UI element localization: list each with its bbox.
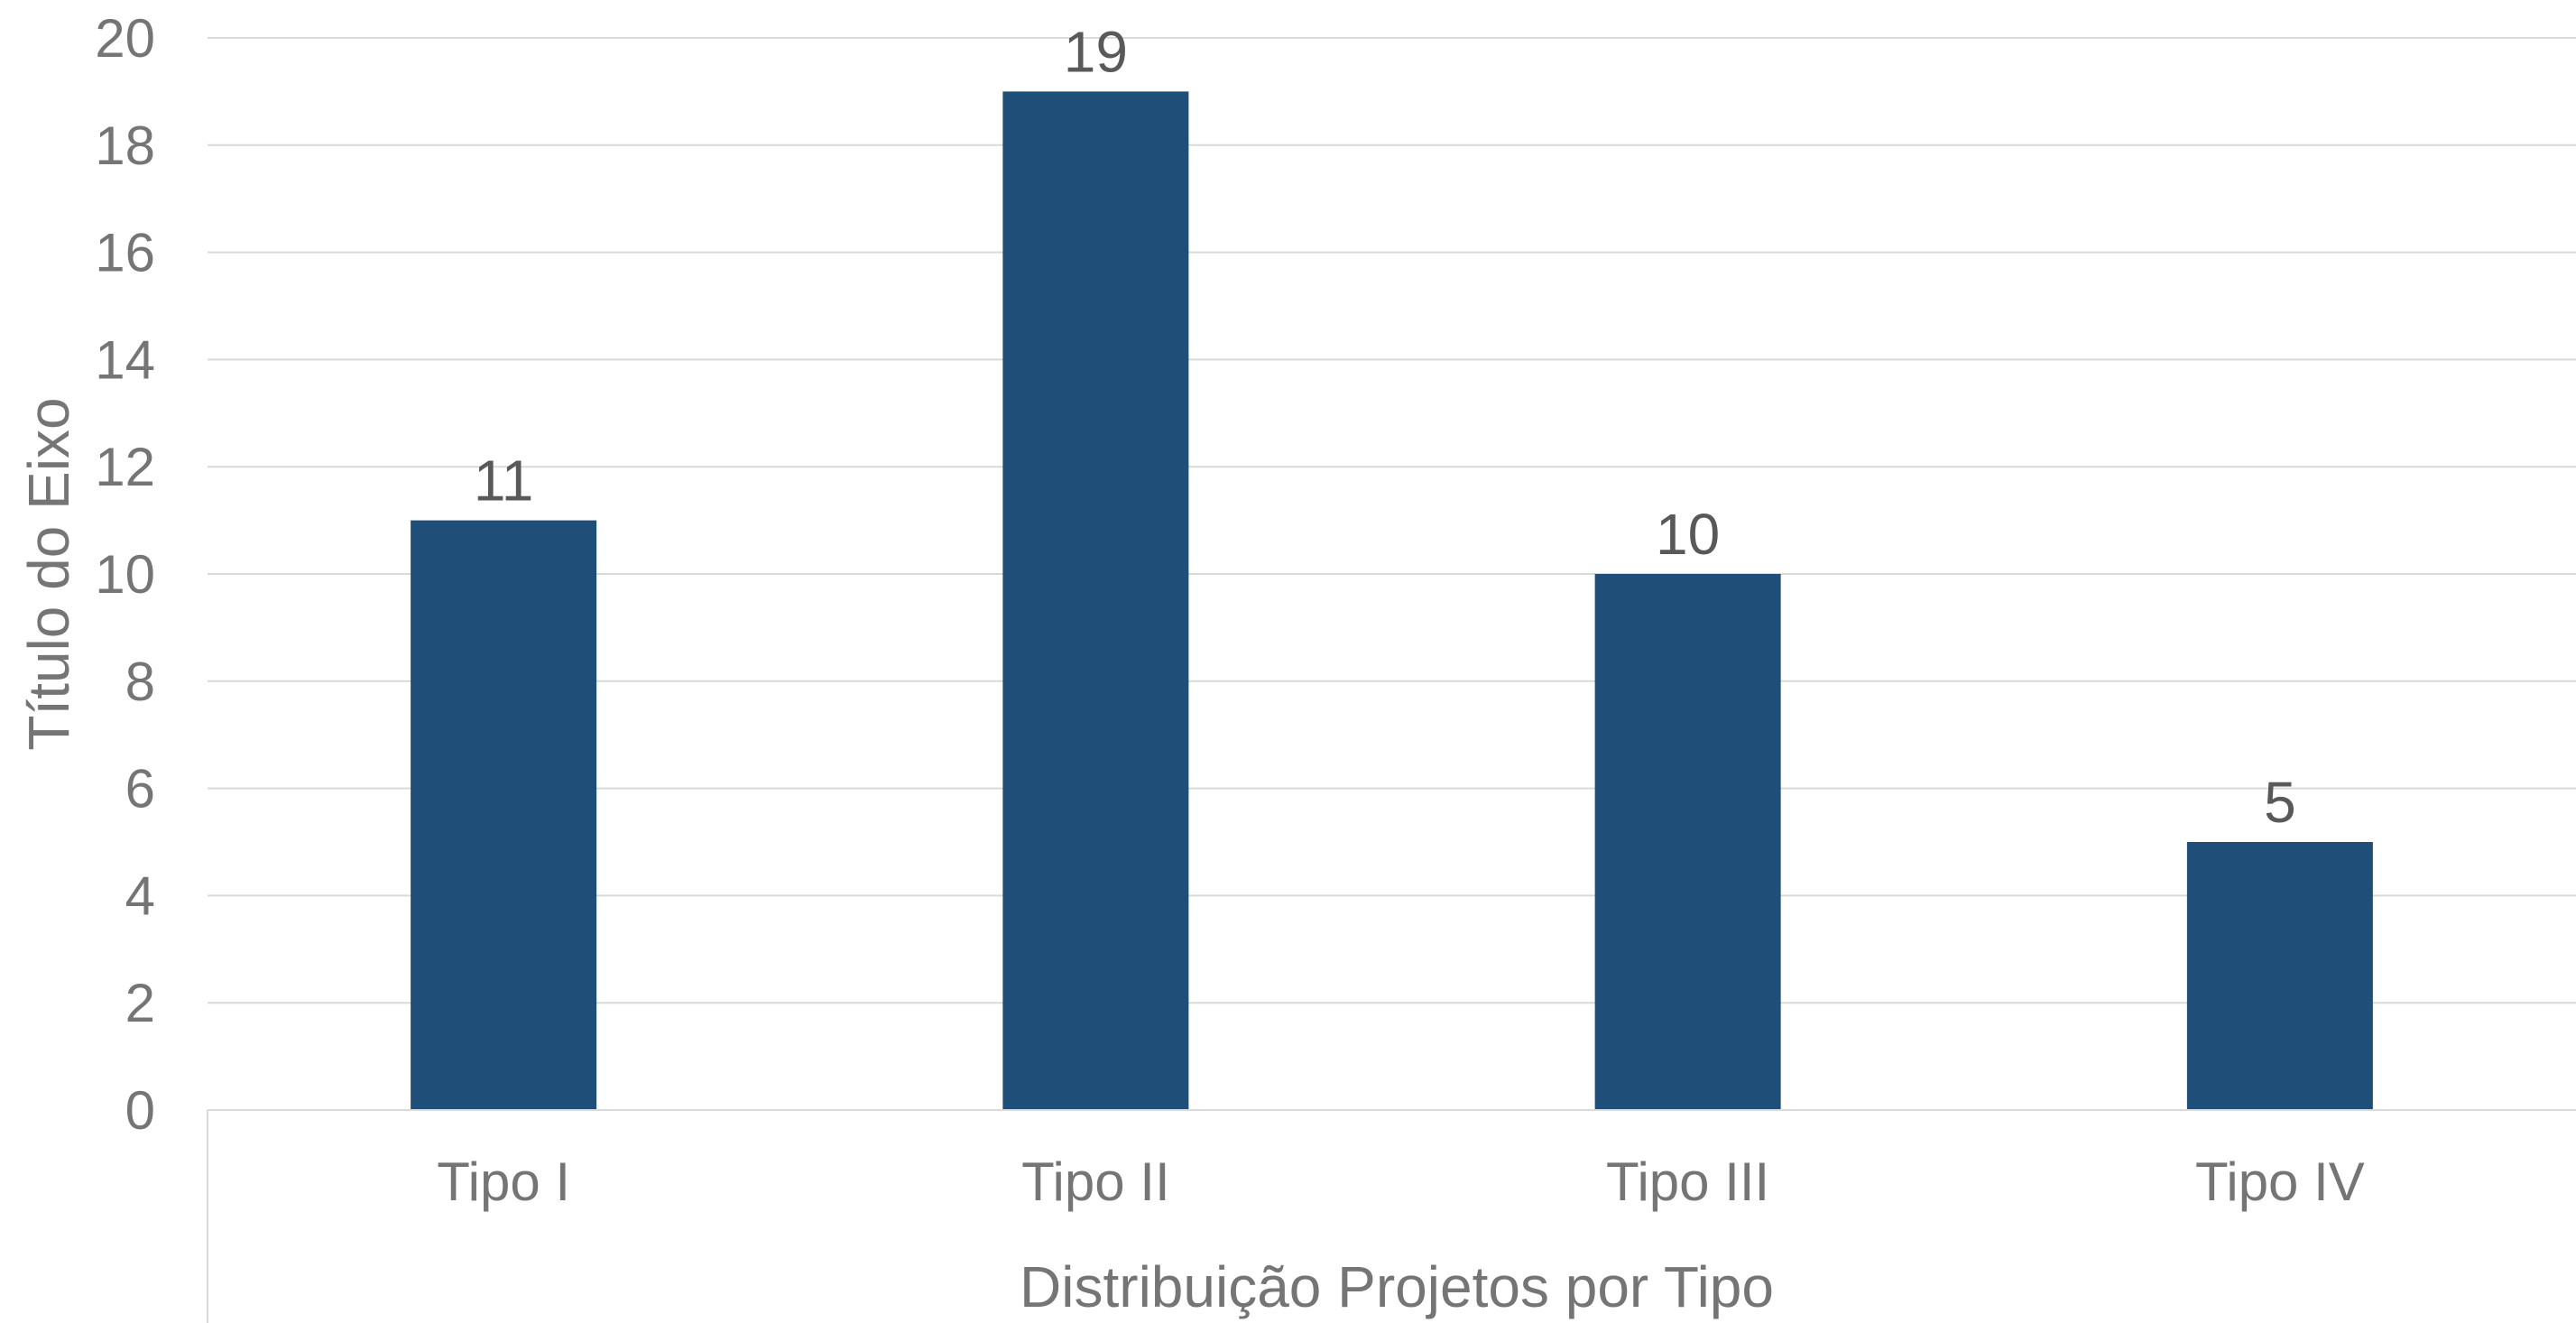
y-tick-label: 4 bbox=[125, 865, 155, 926]
x-tick-label: Tipo IV bbox=[2195, 1152, 2365, 1212]
y-tick-label: 6 bbox=[125, 759, 155, 819]
data-label: 11 bbox=[474, 449, 533, 513]
x-tick-label: Tipo I bbox=[437, 1152, 570, 1212]
y-tick-label: 12 bbox=[95, 437, 155, 497]
y-tick-label: 2 bbox=[125, 973, 155, 1033]
data-label: 19 bbox=[1064, 19, 1128, 84]
bar bbox=[411, 520, 597, 1110]
data-labels: 11 19 10 5 bbox=[474, 19, 2296, 835]
y-axis-title: Título do Eixo bbox=[16, 397, 81, 750]
x-axis-ticks: Tipo I Tipo II Tipo III Tipo IV bbox=[437, 1152, 2365, 1212]
y-tick-label: 0 bbox=[125, 1080, 155, 1141]
bars bbox=[411, 91, 2373, 1110]
y-tick-label: 8 bbox=[125, 652, 155, 712]
y-tick-label: 18 bbox=[95, 116, 155, 176]
data-label: 10 bbox=[1656, 502, 1720, 567]
bar bbox=[1002, 91, 1189, 1110]
y-tick-label: 14 bbox=[95, 329, 155, 390]
x-axis-title: Distribuição Projetos por Tipo bbox=[1020, 1254, 1774, 1319]
bar bbox=[1594, 574, 1781, 1110]
gridlines bbox=[208, 37, 2576, 1004]
y-tick-label: 20 bbox=[95, 8, 155, 69]
y-axis-ticks: 0 2 4 6 8 10 12 14 16 18 20 bbox=[95, 8, 155, 1141]
y-tick-label: 10 bbox=[95, 544, 155, 605]
x-tick-label: Tipo II bbox=[1021, 1152, 1170, 1212]
data-label: 5 bbox=[2264, 770, 2296, 835]
y-tick-label: 16 bbox=[95, 223, 155, 283]
x-tick-label: Tipo III bbox=[1606, 1152, 1769, 1212]
bar bbox=[2186, 842, 2373, 1110]
